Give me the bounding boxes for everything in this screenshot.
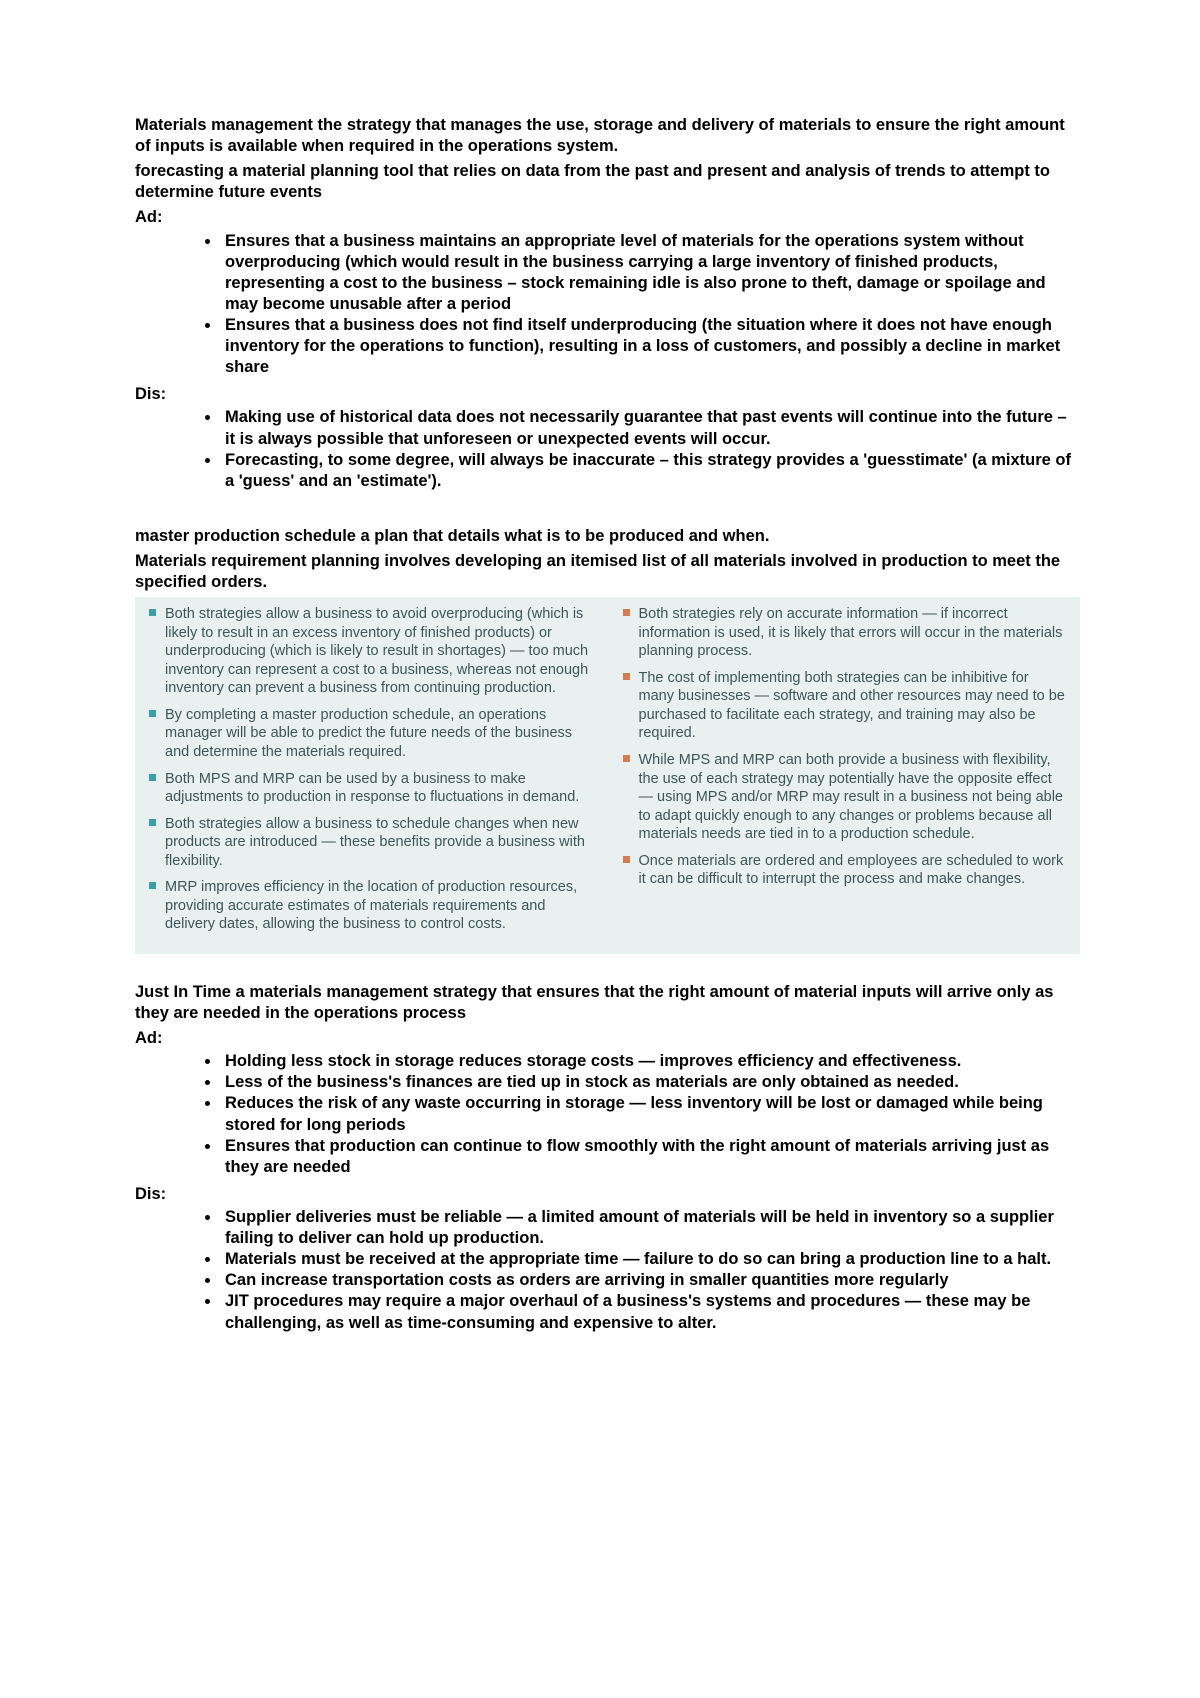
document-page: Materials management the strategy that m… — [0, 0, 1200, 1698]
jit-heading: Just In Time a materials management stra… — [135, 982, 1080, 1024]
list-item: Making use of historical data does not n… — [221, 407, 1080, 449]
cons-column: Both strategies rely on accurate informa… — [623, 605, 1067, 942]
list-item: Ensures that production can continue to … — [221, 1136, 1080, 1178]
pro-text: Both MPS and MRP can be used by a busine… — [165, 771, 579, 806]
con-text: While MPS and MRP can both provide a bus… — [639, 752, 1063, 842]
dis-label-1: Dis: — [135, 384, 1080, 405]
list-item: Can increase transportation costs as ord… — [221, 1270, 1080, 1291]
box-icon — [149, 609, 156, 616]
mps-heading: master production schedule a plan that d… — [135, 526, 1080, 547]
list-item: Supplier deliveries must be reliable — a… — [221, 1207, 1080, 1249]
ad-label-1: Ad: — [135, 207, 1080, 228]
box-icon — [623, 609, 630, 616]
con-item: Both strategies rely on accurate informa… — [623, 605, 1067, 661]
box-icon — [149, 710, 156, 717]
comparison-box: Both strategies allow a business to avoi… — [135, 597, 1080, 954]
ad-list-2: Holding less stock in storage reduces st… — [135, 1051, 1080, 1178]
pro-item: Both MPS and MRP can be used by a busine… — [149, 770, 593, 807]
con-item: Once materials are ordered and employees… — [623, 852, 1067, 889]
ad-label-2: Ad: — [135, 1028, 1080, 1049]
forecasting-heading: forecasting a material planning tool tha… — [135, 161, 1080, 203]
box-icon — [149, 774, 156, 781]
mrp-heading: Materials requirement planning involves … — [135, 551, 1080, 593]
ad-list-1: Ensures that a business maintains an app… — [135, 231, 1080, 379]
pro-item: Both strategies allow a business to sche… — [149, 815, 593, 871]
box-icon — [623, 755, 630, 762]
pro-item: Both strategies allow a business to avoi… — [149, 605, 593, 698]
box-icon — [623, 856, 630, 863]
list-item: Ensures that a business does not find it… — [221, 315, 1080, 378]
box-icon — [623, 673, 630, 680]
list-item: Holding less stock in storage reduces st… — [221, 1051, 1080, 1072]
box-icon — [149, 819, 156, 826]
pro-text: Both strategies allow a business to avoi… — [165, 606, 588, 696]
con-item: The cost of implementing both strategies… — [623, 669, 1067, 743]
list-item: Reduces the risk of any waste occurring … — [221, 1093, 1080, 1135]
con-item: While MPS and MRP can both provide a bus… — [623, 751, 1067, 844]
pro-item: By completing a master production schedu… — [149, 706, 593, 762]
dis-list-1: Making use of historical data does not n… — [135, 407, 1080, 491]
con-text: The cost of implementing both strategies… — [639, 670, 1065, 742]
materials-mgmt-heading: Materials management the strategy that m… — [135, 115, 1080, 157]
list-item: Less of the business's finances are tied… — [221, 1072, 1080, 1093]
pro-item: MRP improves efficiency in the location … — [149, 878, 593, 934]
dis-label-2: Dis: — [135, 1184, 1080, 1205]
dis-list-2: Supplier deliveries must be reliable — a… — [135, 1207, 1080, 1334]
list-item: JIT procedures may require a major overh… — [221, 1291, 1080, 1333]
box-icon — [149, 882, 156, 889]
pro-text: By completing a master production schedu… — [165, 707, 572, 760]
pros-column: Both strategies allow a business to avoi… — [149, 605, 593, 942]
list-item: Ensures that a business maintains an app… — [221, 231, 1080, 315]
pro-text: Both strategies allow a business to sche… — [165, 816, 585, 869]
pro-text: MRP improves efficiency in the location … — [165, 879, 577, 932]
con-text: Both strategies rely on accurate informa… — [639, 606, 1063, 659]
con-text: Once materials are ordered and employees… — [639, 853, 1064, 888]
list-item: Materials must be received at the approp… — [221, 1249, 1080, 1270]
list-item: Forecasting, to some degree, will always… — [221, 450, 1080, 492]
